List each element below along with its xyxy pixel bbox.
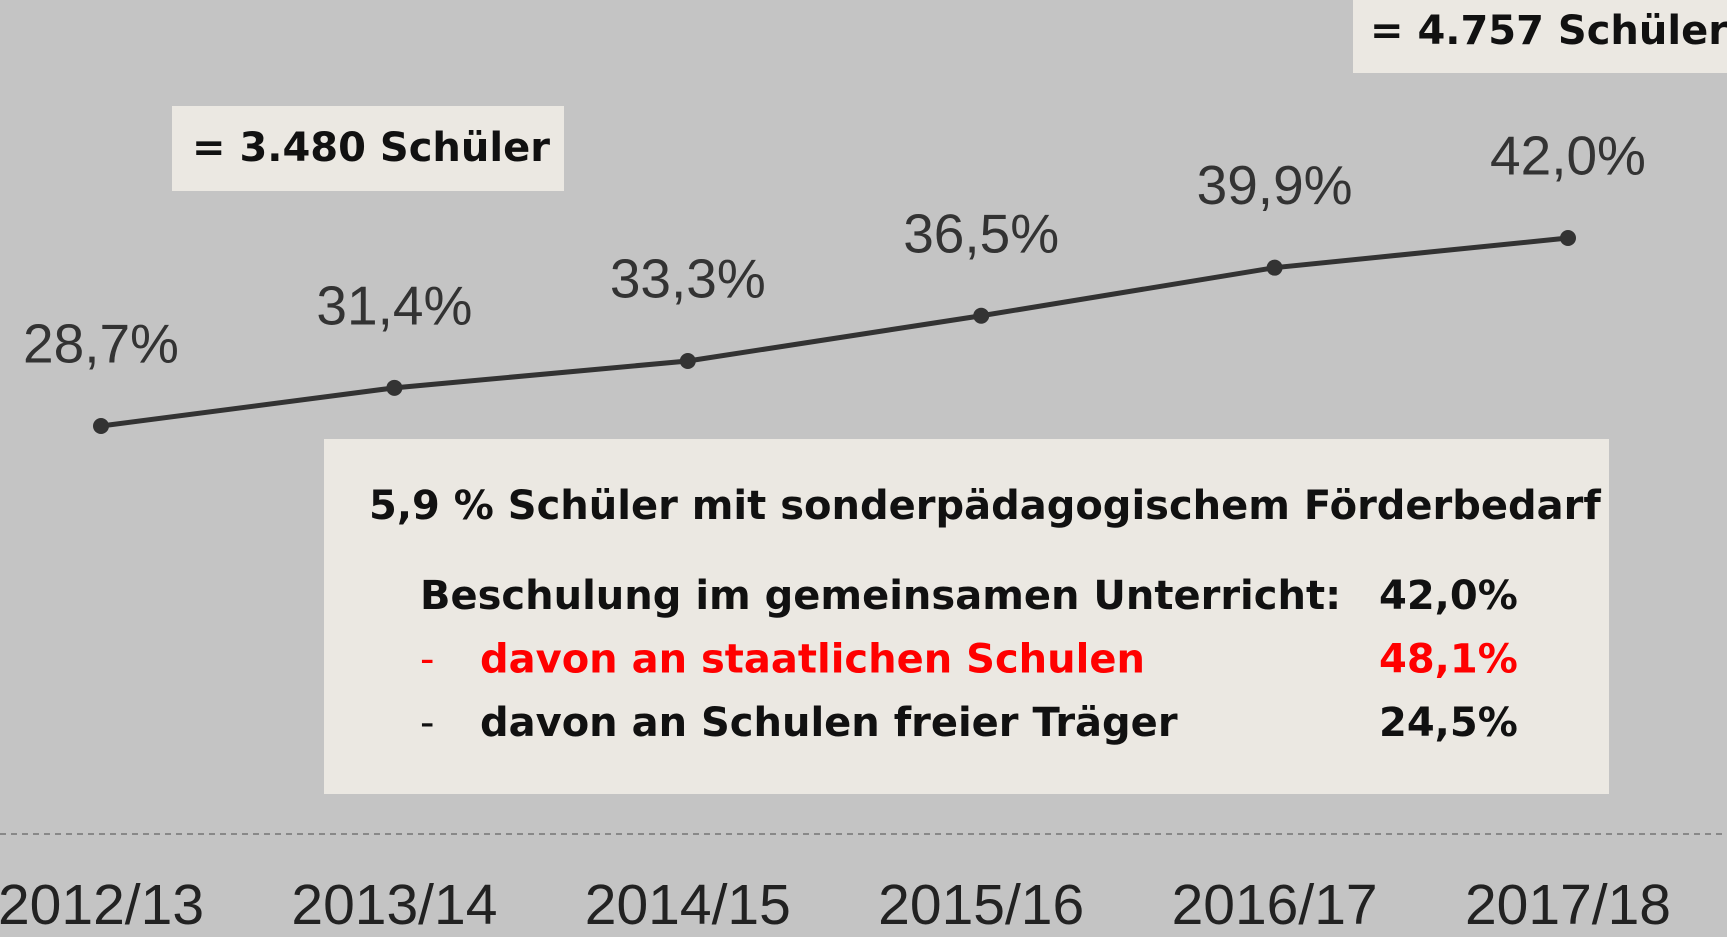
annotation-box	[172, 106, 564, 191]
plot: 28,7% 2012/13 31,4% 2013/14 33,3% 2014/15 36,5…	[0, 125, 1671, 937]
x-tick-label: 2012/13	[0, 873, 204, 937]
x-tick-label: 2017/18	[1465, 873, 1671, 937]
annotation-box	[1353, 0, 1727, 73]
marker	[1266, 259, 1283, 276]
row-value: 48,1%	[1379, 637, 1518, 683]
marker	[1560, 230, 1576, 246]
row-label: davon an Schulen freier Träger	[480, 700, 1178, 746]
info-rows: Beschulung im gemeinsamen Unterricht: 42,…	[420, 573, 1518, 746]
bullet: -	[420, 637, 434, 683]
row-label: Beschulung im gemeinsamen Unterricht:	[420, 573, 1341, 619]
x-tick-label: 2016/17	[1172, 873, 1378, 937]
annotation: = 3.480 Schüler	[192, 125, 550, 171]
marker	[93, 418, 109, 434]
data-label: 36,5%	[903, 202, 1059, 264]
row-value: 24,5%	[1379, 700, 1518, 746]
x-tick-label: 2015/16	[878, 873, 1084, 937]
row-value: 42,0%	[1379, 573, 1518, 619]
marker	[679, 352, 696, 369]
x-tick-label: 2014/15	[585, 873, 791, 937]
info-box	[324, 439, 1609, 794]
info-title: 5,9 % Schüler mit sonderpädagogischem Fö…	[369, 483, 1601, 529]
data-label: 31,4%	[316, 274, 472, 336]
row-label: davon an staatlichen Schulen	[480, 637, 1145, 683]
x-tick-label: 2013/14	[291, 873, 497, 937]
annotation: = 4.757 Schüler	[1370, 8, 1727, 54]
data-label: 42,0%	[1490, 125, 1646, 187]
data-label: 39,9%	[1197, 154, 1353, 216]
line	[100, 235, 1569, 429]
marker	[386, 379, 403, 396]
data-label: 28,7%	[23, 313, 179, 375]
marker	[973, 307, 990, 324]
data-label: 33,3%	[610, 248, 766, 310]
bullet: -	[420, 700, 434, 746]
